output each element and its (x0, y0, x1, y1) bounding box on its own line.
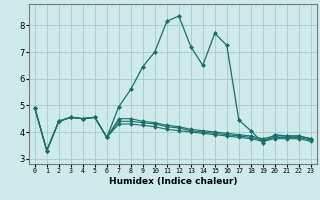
X-axis label: Humidex (Indice chaleur): Humidex (Indice chaleur) (108, 177, 237, 186)
